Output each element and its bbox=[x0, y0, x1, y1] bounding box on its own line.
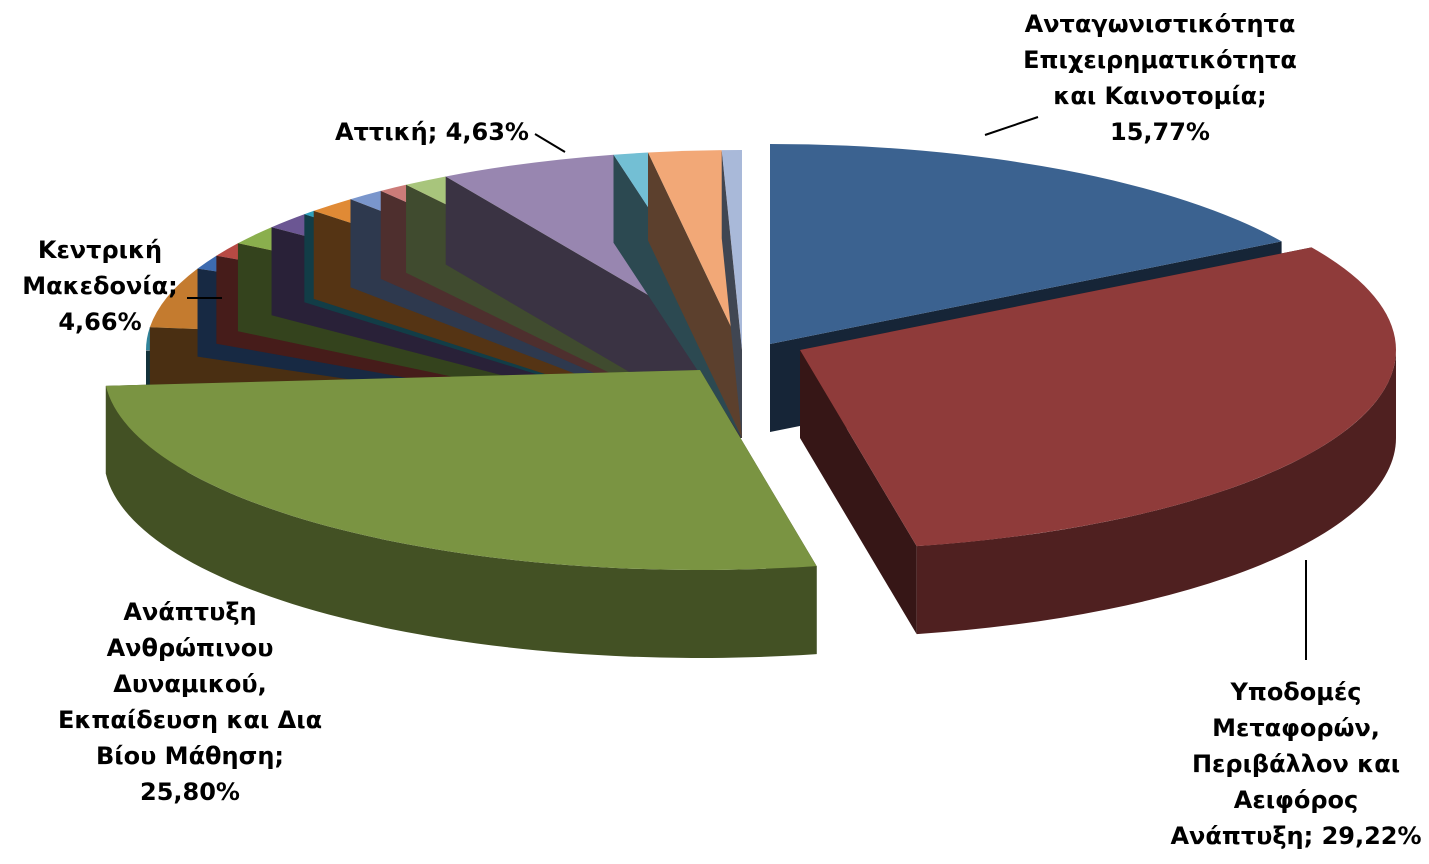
pie-slice-side bbox=[105, 370, 817, 658]
pie-slice-top-1 bbox=[800, 247, 1396, 547]
pie-slice-rim bbox=[916, 350, 1396, 635]
leader-line-0 bbox=[984, 116, 1039, 136]
data-label-0: Ανταγωνιστικότητα Επιχειρηματικότητα και Κ… bbox=[1023, 10, 1297, 146]
pie-slice-rim bbox=[105, 385, 817, 658]
data-label-15: Αττική; 4,63% bbox=[335, 118, 529, 146]
pie-slice-top-2 bbox=[105, 370, 817, 570]
pie-slice-top-0 bbox=[770, 144, 1282, 344]
pie-slice-wall bbox=[647, 152, 742, 438]
data-label-1: Υποδομές Μεταφορών, Περιβάλλον και Αειφόρος… bbox=[1170, 678, 1421, 850]
pie-slice-wall bbox=[721, 150, 742, 438]
data-label-2: Ανάπτυξη Ανθρώπινου Δυναμικού, Εκπαίδευση κ… bbox=[58, 598, 322, 806]
data-labels: Ανταγωνιστικότητα Επιχειρηματικότητα και Κ… bbox=[22, 10, 1421, 850]
pie-slice-side bbox=[800, 247, 1396, 635]
leader-line-15 bbox=[534, 133, 566, 153]
pie-slice-side bbox=[721, 150, 742, 438]
data-label-5: Κεντρική Μακεδονία; 4,66% bbox=[22, 236, 178, 336]
pie-slice-top-18 bbox=[721, 150, 742, 350]
leader-lines bbox=[187, 116, 1307, 660]
pie-sides bbox=[105, 144, 1396, 658]
pie-slice-top-17 bbox=[647, 150, 742, 350]
pie-slice-wall bbox=[800, 350, 917, 635]
